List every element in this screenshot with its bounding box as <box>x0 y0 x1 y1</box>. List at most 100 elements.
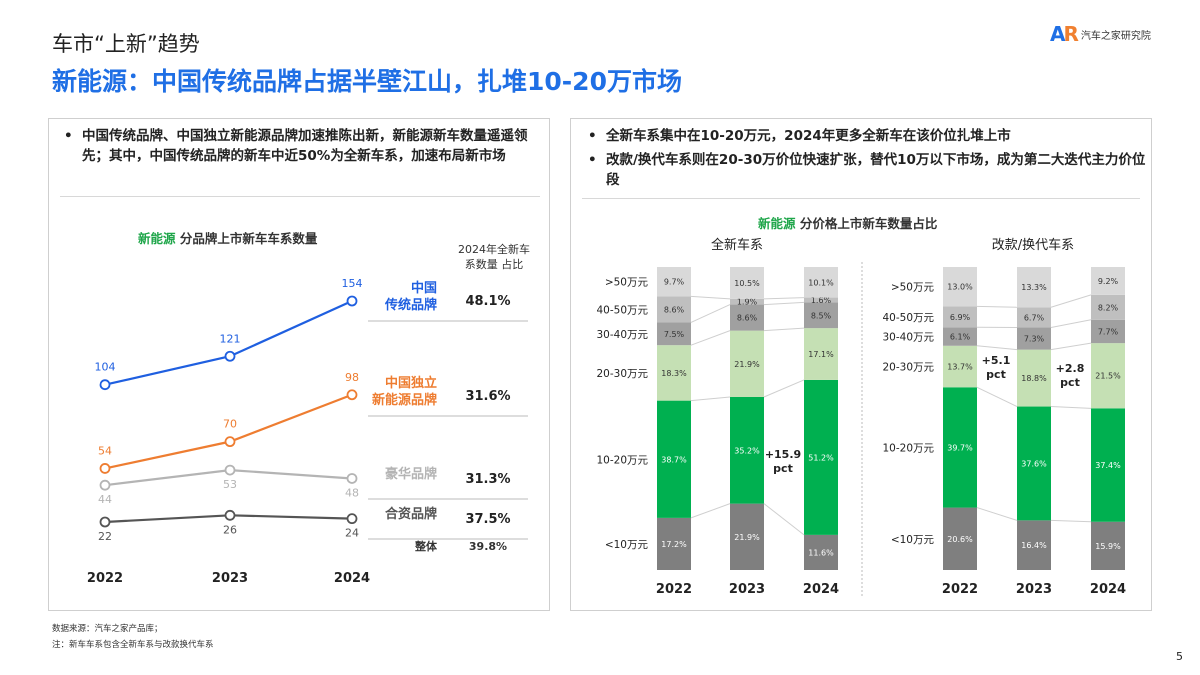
logo-text: 汽车之家研究院 <box>1080 30 1151 42</box>
segment-label: 21.5% <box>1095 372 1121 381</box>
right-bullet-1: • 全新车系集中在10-20万元，2024年更多全新车在该价位扎堆上市 <box>588 128 1011 144</box>
bullet-text: 改款/换代车系则在20-30万价位快速扩张，替代10万以下市场，成为第二大迭代主… <box>606 152 1146 188</box>
y-category-label: >50万元 <box>605 277 649 289</box>
segment-label: 1.6% <box>811 296 832 305</box>
logo-mark: AR <box>1050 22 1079 46</box>
segment-label: 16.4% <box>1021 541 1047 550</box>
line-series-1 <box>104 393 353 470</box>
segment-label: 7.7% <box>1098 327 1119 336</box>
bar-segment <box>657 517 691 570</box>
data-point <box>346 473 358 484</box>
total-label: 整体 <box>414 539 438 553</box>
segment-label: 37.4% <box>1095 461 1121 470</box>
data-label: 154 <box>342 277 363 290</box>
legend-label: 中国独立 <box>385 375 437 391</box>
segment-label: 10.1% <box>808 278 834 287</box>
x-tick-label: 2022 <box>656 582 692 597</box>
data-label: 121 <box>220 332 241 345</box>
bar-segment <box>730 330 764 397</box>
data-label: 53 <box>223 478 237 491</box>
bar-segment <box>1091 294 1125 320</box>
connector-line <box>1050 519 1092 523</box>
footer-source: 数据来源：汽车之家产品库； <box>52 624 163 634</box>
bar-segment <box>943 345 977 388</box>
bar-segment <box>1091 267 1125 295</box>
divider <box>582 198 1140 199</box>
segment-label: 13.7% <box>947 363 973 372</box>
connector-line <box>763 327 805 332</box>
x-tick-label: 2024 <box>1090 582 1126 597</box>
data-point <box>99 463 111 474</box>
bar-segment <box>730 304 764 331</box>
bar-segment <box>943 267 977 307</box>
bar-segment <box>657 296 691 323</box>
data-label: 48 <box>345 486 359 499</box>
y-category-label: >50万元 <box>891 282 935 294</box>
segment-label: 8.6% <box>737 314 758 323</box>
bar-segment <box>730 503 764 570</box>
segment-label: 18.3% <box>661 369 687 378</box>
data-point <box>224 464 236 476</box>
x-tick-label: 2022 <box>87 571 123 586</box>
data-point <box>346 389 358 401</box>
bar-segment <box>1017 327 1051 350</box>
section-subtitle: 车市“上新”趋势 <box>52 32 200 56</box>
segment-label: 6.7% <box>1024 313 1045 322</box>
segment-label: 38.7% <box>661 455 687 464</box>
connector-line <box>763 297 805 300</box>
x-tick-label: 2022 <box>942 582 978 597</box>
data-point <box>99 379 111 391</box>
bar-segment <box>943 327 977 346</box>
segment-label: 37.6% <box>1021 459 1047 468</box>
bar-segment <box>804 534 838 570</box>
bar-segment <box>730 396 764 504</box>
data-label: 26 <box>223 523 237 536</box>
segment-label: 21.9% <box>734 533 760 542</box>
segment-label: 18.8% <box>1021 374 1047 383</box>
bar-group-title: 改款/换代车系 <box>992 237 1074 253</box>
x-tick-label: 2024 <box>803 582 839 597</box>
data-point <box>224 350 236 362</box>
connector-line <box>690 295 731 300</box>
bar-segment <box>1091 343 1125 409</box>
connector-line <box>976 345 1018 351</box>
segment-label: 8.5% <box>811 311 832 320</box>
connector-line <box>1050 319 1092 329</box>
segment-label: 15.9% <box>1095 542 1121 551</box>
segment-label: 17.1% <box>808 350 834 359</box>
segment-label: 13.3% <box>1021 283 1047 292</box>
y-category-label: <10万元 <box>605 539 649 551</box>
segment-label: 6.1% <box>950 333 971 342</box>
share-value: 37.5% <box>465 512 510 527</box>
segment-label: 7.5% <box>664 330 685 339</box>
x-tick-label: 2024 <box>334 571 370 586</box>
annotation: +15.9 <box>765 448 801 461</box>
bar-segment <box>1091 319 1125 344</box>
legend-label: 传统品牌 <box>384 297 437 313</box>
bar-segment <box>657 400 691 518</box>
bar-group-title: 全新车系 <box>711 237 763 253</box>
y-category-label: 40-50万元 <box>882 312 934 324</box>
bar-segment <box>943 306 977 328</box>
connector-line <box>690 396 731 402</box>
annotation: pct <box>1060 376 1080 389</box>
y-category-label: 10-20万元 <box>596 454 648 466</box>
total-value: 39.8% <box>469 540 507 553</box>
bar-segment <box>1017 307 1051 328</box>
share-header: 2024年全新车系数量 占比 <box>458 243 530 271</box>
legend-label: 中国 <box>411 280 437 296</box>
data-point <box>346 295 358 307</box>
data-point <box>99 479 111 491</box>
legend-label: 新能源品牌 <box>372 392 437 408</box>
x-tick-label: 2023 <box>1016 582 1052 597</box>
bar-segment <box>943 507 977 570</box>
share-value: 48.1% <box>465 294 510 309</box>
segment-label: 10.5% <box>734 279 760 288</box>
bar-segment <box>657 322 691 346</box>
bar-segment <box>1017 520 1051 570</box>
right-bullet-2: • 改款/换代车系则在20-30万价位快速扩张，替代10万以下市场，成为第二大迭代… <box>588 152 1146 188</box>
annotation: +2.8 <box>1056 362 1085 375</box>
bullet-text: 中国传统品牌、中国独立新能源品牌加速推陈出新，新能源新车数量遥遥领先；其中，中国… <box>82 128 528 164</box>
data-label: 54 <box>98 444 112 457</box>
